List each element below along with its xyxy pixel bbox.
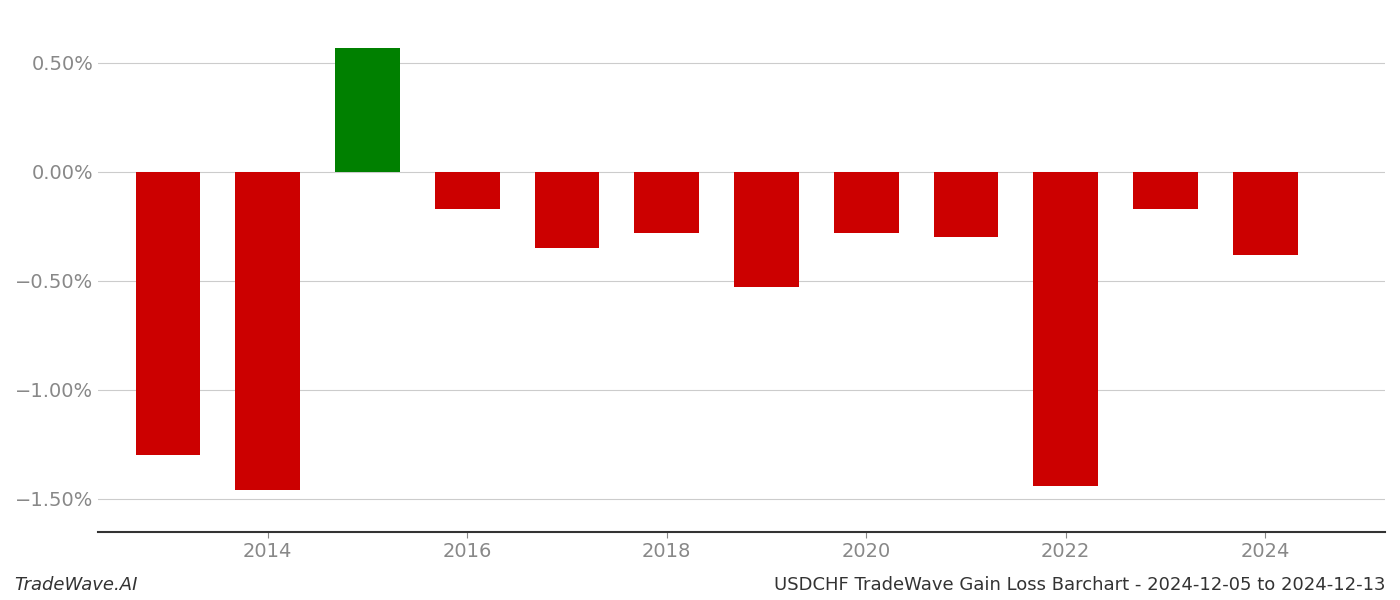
Bar (235, 172, 300, 490)
Text: TradeWave.AI: TradeWave.AI (14, 576, 137, 594)
Bar (634, 172, 699, 233)
Bar (1033, 172, 1098, 486)
Bar (834, 172, 899, 233)
Bar (1233, 172, 1298, 255)
Bar (1133, 172, 1198, 209)
Bar (934, 172, 998, 238)
Bar (435, 172, 500, 209)
Bar (136, 172, 200, 455)
Bar (535, 172, 599, 248)
Text: USDCHF TradeWave Gain Loss Barchart - 2024-12-05 to 2024-12-13: USDCHF TradeWave Gain Loss Barchart - 20… (774, 576, 1386, 594)
Bar (734, 172, 799, 287)
Bar (335, 47, 400, 172)
